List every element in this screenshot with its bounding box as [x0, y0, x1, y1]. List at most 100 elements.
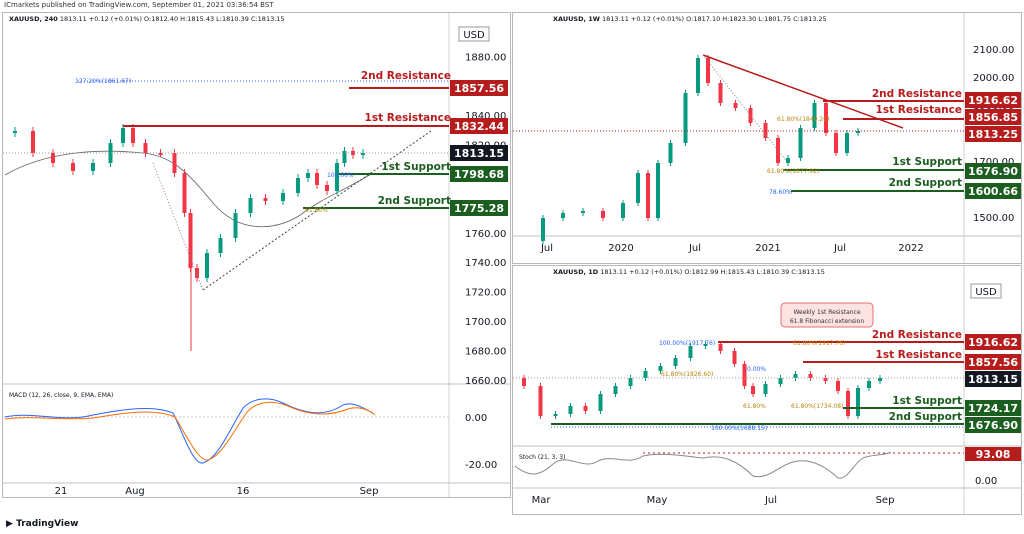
chart-h4[interactable]: XAUUSD, 240 1813.11 +0.12 (+0.01%) O:181…	[2, 12, 511, 498]
price-2nd-support: 1676.90	[968, 419, 1018, 432]
candle-body	[218, 238, 223, 253]
macd-tick-neg20: -20.00	[465, 460, 497, 471]
candle-body	[703, 344, 708, 346]
note-box	[780, 302, 874, 328]
candle-body	[696, 58, 700, 93]
fib-100b-label: 100.00%(1688.15)	[711, 425, 767, 432]
stoch-value: 93.08	[976, 448, 1011, 461]
fib-618b-label: 61.80%	[743, 403, 766, 410]
candle-body	[628, 378, 633, 386]
label-2nd-resistance: 2nd Resistance	[872, 88, 962, 100]
label-2nd-support: 2nd Support	[889, 411, 962, 423]
trendline-resistance	[702, 54, 904, 129]
candle-body	[598, 394, 603, 411]
candle-body	[613, 386, 618, 394]
x-tick-label: 2020	[608, 243, 633, 254]
fib-618c-label: 61.80%(1734.08)	[791, 403, 843, 410]
y-tick-label: 1880.00	[465, 52, 506, 63]
price-2nd-resistance: 1857.56	[454, 82, 504, 95]
candle-body	[351, 151, 355, 155]
price-box-1st-resistance	[450, 118, 508, 134]
candle-body	[233, 213, 238, 238]
label-1st-support: 1st Support	[381, 161, 451, 173]
candle-body	[643, 371, 648, 378]
chart-w1[interactable]: XAUUSD, 1W 1813.11 +0.12 (+0.01%) O:1817…	[512, 12, 1022, 264]
price-box-1st-support	[965, 400, 1021, 416]
candle-body	[798, 128, 803, 158]
note-line2: 61.8 Fibonacci extension	[790, 318, 865, 325]
tradingview-logo[interactable]: ▶ TradingView	[6, 519, 79, 529]
chart-h4-svg: 1880.001860.001840.001820.001800.001780.…	[3, 13, 510, 497]
unit-label: USD	[975, 287, 997, 298]
chart-d1[interactable]: XAUUSD, 1D 1813.11 +0.12 (+0.01%) O:1812…	[512, 265, 1022, 515]
x-tick-label: Sep	[360, 486, 379, 497]
y-tick-label: 1840.00	[465, 111, 506, 122]
price-box-current	[965, 126, 1021, 142]
y-tick-label: 1740.00	[465, 258, 506, 269]
chart-h4-title: XAUUSD, 240 1813.11 +0.12 (+0.01%) O:181…	[9, 15, 285, 23]
candle-body	[688, 346, 693, 358]
note-line1: Weekly 1st Resistance	[793, 309, 860, 316]
x-tick-label: Sep	[876, 495, 895, 506]
candle-body	[325, 185, 329, 191]
candle-body	[646, 173, 650, 218]
price-1st-support: 1724.17	[968, 402, 1018, 415]
y-tick-label: 1700.00	[465, 317, 506, 328]
candle-body	[281, 193, 285, 201]
price-1st-resistance: 1856.85	[968, 111, 1018, 124]
label-2nd-support: 2nd Support	[378, 195, 451, 207]
chart-w1-title: XAUUSD, 1W 1813.11 +0.12 (+0.01%) O:1817…	[553, 15, 827, 23]
candle-body	[71, 163, 75, 171]
y-tick-label: 2000.00	[973, 73, 1014, 84]
price-box-2nd-support	[965, 183, 1021, 199]
unit-box	[458, 26, 490, 42]
candle-body	[296, 178, 300, 193]
candle-body	[836, 381, 840, 391]
candle-body	[668, 143, 673, 163]
candle-body	[91, 163, 95, 171]
candle-body	[182, 173, 187, 213]
price-box-2nd-resistance	[965, 92, 1021, 108]
candle-body	[658, 366, 663, 371]
candle-body	[808, 374, 813, 378]
publisher-header: ICmarkets published on TradingView.com, …	[4, 1, 274, 9]
candle-body	[121, 128, 125, 143]
x-tick-label: Aug	[125, 486, 145, 497]
x-tick-label: Jul	[764, 495, 777, 506]
unit-box	[970, 283, 1002, 299]
candle-body	[706, 58, 710, 83]
candle-body	[748, 108, 753, 123]
label-1st-support: 1st Support	[892, 156, 962, 168]
candle-body	[541, 218, 545, 241]
y-tick-label: 1700.00	[973, 157, 1014, 168]
chart-d1-title: XAUUSD, 1D 1813.11 +0.12 (+0.01%) O:1812…	[553, 268, 825, 276]
candle-body	[856, 388, 860, 416]
candle-body	[718, 83, 723, 103]
candle-body	[656, 163, 660, 218]
moving-average-line	[4, 150, 374, 227]
candle-body	[342, 151, 347, 163]
candle-body	[31, 131, 35, 153]
candle-body	[601, 211, 605, 218]
candle-body	[718, 344, 723, 351]
fib-connector	[702, 54, 789, 164]
candle-body	[812, 103, 817, 128]
price-1st-resistance: 1832.44	[454, 120, 504, 133]
candle-body	[742, 364, 747, 386]
price-box-2nd-resistance	[450, 80, 508, 96]
candle-body	[856, 131, 860, 133]
stoch-tick-0: 0.00	[975, 476, 997, 487]
candle-body	[621, 203, 625, 218]
signal-line	[4, 401, 376, 461]
candle-body	[834, 133, 838, 153]
candle-body	[538, 386, 543, 416]
candle-body	[205, 253, 209, 278]
stoch-line	[514, 451, 892, 479]
price-box-1st-support	[450, 166, 508, 182]
y-tick-label: 1660.00	[465, 376, 506, 387]
price-box-current	[450, 145, 508, 161]
candle-body	[751, 386, 755, 394]
candle-body	[733, 103, 738, 108]
y-tick-label: 1500.00	[973, 213, 1014, 224]
x-tick-label: 16	[237, 486, 250, 497]
